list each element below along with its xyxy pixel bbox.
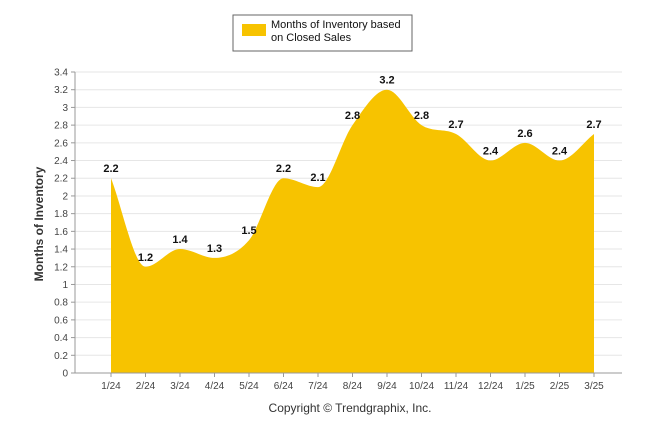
data-label: 2.7 (586, 119, 601, 131)
x-tick-label: 6/24 (274, 381, 294, 392)
data-label: 2.2 (276, 163, 291, 175)
legend-label-line-1: Months of Inventory based (271, 19, 401, 31)
x-tick-label: 5/24 (239, 381, 259, 392)
x-tick-label: 12/24 (478, 381, 503, 392)
legend: Months of Inventory based on Closed Sale… (232, 14, 413, 52)
y-tick-label: 2.6 (54, 138, 68, 149)
data-label: 1.2 (138, 252, 153, 264)
x-tick-label: 3/24 (170, 381, 190, 392)
data-label: 2.6 (517, 128, 532, 140)
y-tick-label: 0.8 (54, 298, 68, 309)
x-tick-label: 1/25 (515, 381, 535, 392)
data-label: 1.4 (172, 234, 188, 246)
x-tick-label: 8/24 (343, 381, 363, 392)
y-tick-label: 2.2 (54, 174, 68, 185)
y-tick-labels: 0 0.2 0.4 0.6 0.8 1 1.2 1.4 1.6 1.8 2 2.2 2.4 2.6 2.8 3… (54, 68, 68, 380)
y-tick-label: 2.8 (54, 121, 68, 132)
data-label: 2.7 (448, 119, 463, 131)
data-label: 1.3 (207, 243, 222, 255)
x-tick-label: 2/25 (550, 381, 570, 392)
y-tick-label: 2.4 (54, 156, 68, 167)
y-tick-label: 0.4 (54, 333, 68, 344)
x-tick-labels: 1/24 2/24 3/24 4/24 5/24 6/24 7/24 8/24 9/24 10/2… (101, 381, 604, 392)
y-tick-label: 1.4 (54, 245, 68, 256)
y-tick-label: 1 (62, 280, 68, 291)
y-tick-label: 2 (62, 191, 68, 202)
data-label: 1.5 (241, 225, 256, 237)
data-label: 2.8 (414, 110, 429, 122)
y-tick-label: 1.2 (54, 262, 68, 273)
y-tick-label: 0.6 (54, 315, 68, 326)
data-label: 2.8 (345, 110, 360, 122)
data-labels: 2.2 1.2 1.4 1.3 1.5 2.2 2.1 2.8 3.2 2.8 2.7 2.4 2.6 2… (103, 75, 601, 264)
x-tick-label: 2/24 (136, 381, 156, 392)
y-tick-label: 1.8 (54, 209, 68, 220)
x-tick-label: 4/24 (205, 381, 225, 392)
legend-swatch (242, 24, 266, 36)
y-tick-label: 0.2 (54, 351, 68, 362)
legend-label-line-2: on Closed Sales (271, 32, 352, 44)
x-tick-label: 9/24 (377, 381, 397, 392)
data-label: 2.2 (103, 163, 118, 175)
y-tick-label: 0 (62, 369, 68, 380)
data-label: 2.4 (552, 146, 568, 158)
y-tick-label: 3.4 (54, 68, 68, 79)
inventory-area (111, 89, 594, 374)
x-tick-label: 11/24 (444, 381, 469, 392)
x-tick-label: 1/24 (101, 381, 121, 392)
axes (71, 71, 622, 377)
data-label: 3.2 (379, 75, 394, 87)
x-tick-label: 10/24 (409, 381, 434, 392)
y-axis-title: Months of Inventory (32, 166, 46, 281)
data-label: 2.1 (310, 172, 325, 184)
data-label: 2.4 (483, 146, 499, 158)
y-tick-label: 1.6 (54, 227, 68, 238)
x-tick-label: 3/25 (584, 381, 604, 392)
y-tick-label: 3.2 (54, 85, 68, 96)
x-tick-label: 7/24 (308, 381, 328, 392)
y-tick-label: 3 (62, 103, 68, 114)
series-area (111, 89, 594, 374)
copyright-text: Copyright © Trendgraphix, Inc. (269, 401, 432, 415)
